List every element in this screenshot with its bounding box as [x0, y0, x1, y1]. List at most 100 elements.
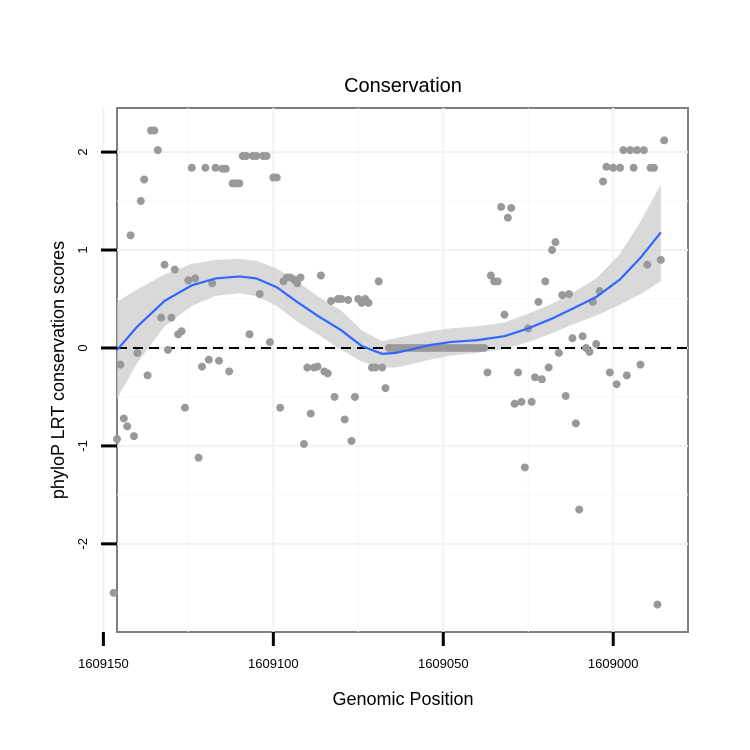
data-point: [497, 202, 506, 211]
data-point: [371, 363, 380, 372]
data-point: [225, 367, 234, 376]
data-point: [337, 294, 346, 303]
data-point: [327, 296, 336, 305]
data-point: [201, 163, 210, 172]
confidence-band: [117, 184, 661, 399]
data-point: [313, 362, 322, 371]
y-tick-label: -1: [75, 440, 90, 452]
data-point: [191, 274, 200, 283]
x-axis: 1609150 1609100 1609050 1609000: [78, 632, 639, 671]
data-point: [609, 163, 618, 172]
data-point: [650, 163, 659, 172]
data-point: [575, 505, 584, 514]
data-point: [364, 298, 373, 307]
data-point: [116, 360, 125, 369]
x-tick-label: 1609100: [248, 656, 299, 671]
data-point: [119, 414, 128, 423]
data-point: [558, 291, 567, 300]
data-point: [157, 313, 166, 322]
data-point: [330, 392, 339, 401]
data-point: [507, 203, 516, 212]
data-point: [483, 368, 492, 377]
data-point: [548, 246, 557, 255]
data-point: [133, 348, 142, 357]
data-point: [578, 332, 587, 341]
y-tick-label: 1: [75, 246, 90, 253]
data-point: [180, 403, 189, 412]
data-point: [585, 347, 594, 356]
data-point: [129, 432, 138, 441]
data-point: [140, 175, 149, 184]
data-point: [242, 151, 251, 160]
data-point: [214, 356, 223, 365]
data-point: [612, 380, 621, 389]
data-point: [187, 163, 196, 172]
data-point: [340, 415, 349, 424]
data-point: [143, 371, 152, 380]
data-point: [303, 363, 312, 372]
data-point: [633, 146, 642, 155]
data-point: [514, 368, 523, 377]
y-tick-label: 0: [75, 344, 90, 351]
data-points: [109, 126, 669, 609]
data-point: [541, 277, 550, 286]
x-axis-label: Genomic Position: [332, 689, 473, 709]
data-point: [221, 164, 230, 173]
data-point: [347, 437, 356, 446]
data-point: [527, 397, 536, 406]
data-point: [517, 397, 526, 406]
data-point: [561, 391, 570, 400]
data-point: [265, 338, 274, 347]
data-point: [486, 271, 495, 280]
data-point: [605, 368, 614, 377]
data-point: [653, 600, 662, 609]
data-point: [599, 177, 608, 186]
smooth-line: [116, 231, 662, 355]
data-point: [323, 369, 332, 378]
data-point: [177, 327, 186, 336]
data-point: [299, 439, 308, 448]
data-point: [344, 295, 353, 304]
data-point: [565, 290, 574, 299]
y-axis: -2 -1 0 1 2: [75, 148, 117, 550]
data-point: [378, 363, 387, 372]
y-tick-label: -2: [75, 538, 90, 550]
data-point: [629, 163, 638, 172]
data-point: [619, 146, 628, 155]
data-point: [622, 371, 631, 380]
data-point: [554, 348, 563, 357]
data-point: [296, 273, 305, 282]
data-point: [381, 384, 390, 393]
data-point: [639, 146, 648, 155]
data-point: [235, 179, 244, 188]
data-point: [510, 399, 519, 408]
data-point: [374, 277, 383, 286]
data-point: [150, 126, 159, 135]
data-point: [534, 297, 543, 306]
data-point: [252, 151, 261, 160]
data-point: [544, 363, 553, 372]
data-point: [276, 403, 285, 412]
data-point: [211, 163, 220, 172]
data-point: [204, 355, 213, 364]
data-point: [293, 279, 302, 288]
data-point: [571, 419, 580, 428]
data-point: [350, 392, 359, 401]
data-point: [167, 313, 176, 322]
data-point: [194, 453, 203, 462]
data-point: [136, 197, 145, 206]
data-point: [170, 265, 179, 274]
data-point: [520, 463, 529, 472]
data-point: [636, 360, 645, 369]
data-point: [245, 330, 254, 339]
data-point: [500, 310, 509, 319]
data-point: [503, 213, 512, 222]
data-point: [643, 260, 652, 269]
chart-title: Conservation: [344, 75, 462, 97]
data-point: [160, 260, 169, 269]
data-point: [208, 279, 217, 288]
data-point: [126, 231, 135, 240]
data-point: [493, 277, 502, 286]
data-point: [616, 163, 625, 172]
